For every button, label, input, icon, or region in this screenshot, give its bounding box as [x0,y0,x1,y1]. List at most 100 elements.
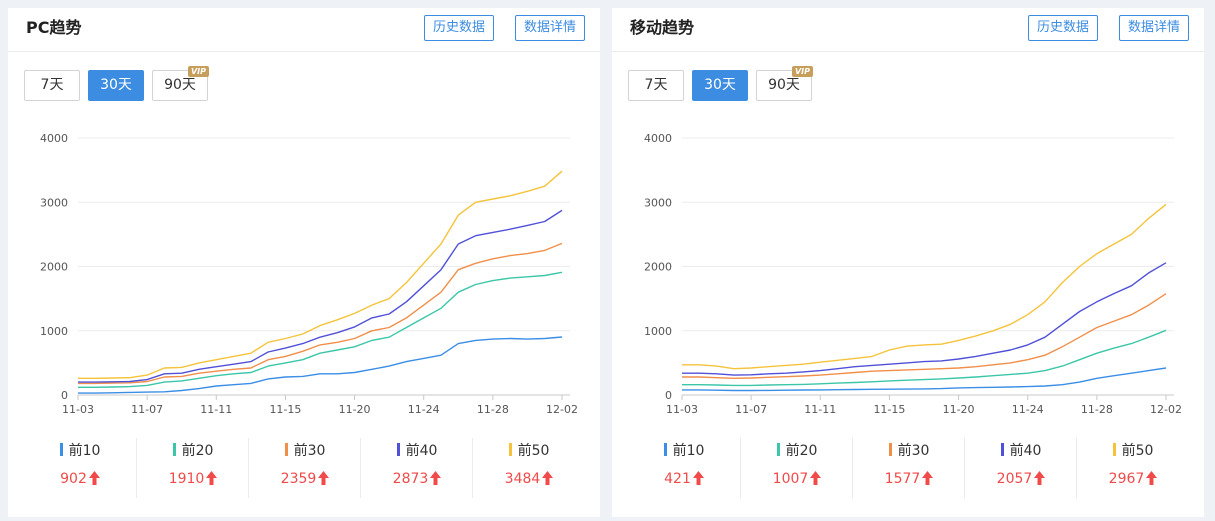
series-line-4 [78,209,563,383]
pc-trend-panel: PC趋势 历史数据 数据详情 7天 30天 90天 VIP 0 1000 2000 3… [8,8,600,517]
legend-label: 前20 [181,443,214,459]
legend-item-top40[interactable]: 前40 2057 [964,438,1077,498]
y-tick-label: 3000 [644,196,672,209]
legend-value: 1577 [884,471,921,487]
legend-value: 421 [664,471,691,487]
x-tick-label: 11-24 [1012,403,1044,416]
up-arrow-icon [922,471,934,485]
legend-item-top20[interactable]: 前20 1910 [136,438,249,498]
y-tick-label: 1000 [644,325,672,338]
legend-value: 902 [60,471,87,487]
y-tick-label: 2000 [644,261,672,274]
legend: 前10 421 前20 1007 前30 1577 前40 2057 前50 2… [628,438,1190,498]
range-90-days-button[interactable]: 90天 VIP [756,66,813,101]
data-detail-button[interactable]: 数据详情 [514,15,585,41]
y-tick-label: 0 [61,389,68,402]
panel-header: 移动趋势 历史数据 数据详情 [612,8,1204,52]
history-data-button[interactable]: 历史数据 [1027,15,1098,41]
up-arrow-icon [1034,471,1046,485]
x-tick-label: 12-02 [1150,403,1182,416]
legend-value: 2967 [1108,471,1145,487]
series-color-marker [59,443,63,456]
legend-label: 前40 [1009,443,1042,459]
up-arrow-icon [88,471,100,485]
legend-value: 1910 [168,471,205,487]
legend-label: 前30 [293,443,326,459]
legend-value: 1007 [772,471,809,487]
series-line-5 [78,170,563,379]
legend-value: 2057 [996,471,1033,487]
legend-item-top40[interactable]: 前40 2873 [360,438,473,498]
range-7-days-button[interactable]: 7天 [628,70,684,101]
legend-label: 前10 [672,443,705,459]
series-line-1 [682,367,1167,392]
series-color-marker [508,443,512,456]
legend-item-top50[interactable]: 前50 3484 [472,438,585,498]
series-color-marker [663,443,667,456]
series-line-1 [78,336,563,394]
legend-label: 前10 [68,443,101,459]
legend-item-top50[interactable]: 前50 2967 [1076,438,1189,498]
up-arrow-icon [692,471,704,485]
legend-item-top10[interactable]: 前10 421 [628,438,740,498]
up-arrow-icon [206,471,218,485]
legend-value: 3484 [504,471,541,487]
series-color-marker [776,443,780,456]
mobile-trend-panel: 移动趋势 历史数据 数据详情 7天 30天 90天 VIP 0 1000 2000 3… [612,8,1204,517]
series-color-marker [1000,443,1004,456]
series-color-marker [396,443,400,456]
legend-label: 前50 [517,443,550,459]
range-90-days-button[interactable]: 90天 VIP [152,66,209,101]
legend-label: 前20 [785,443,818,459]
x-tick-label: 11-03 [62,403,94,416]
legend-label: 前40 [405,443,438,459]
mobile-trend-chart: 0 1000 2000 3000 4000 11-03 11-07 11-11 11-15 11-… [644,132,1182,416]
panel-header: PC趋势 历史数据 数据详情 [8,8,600,52]
up-arrow-icon [1146,471,1158,485]
legend-item-top10[interactable]: 前10 902 [24,438,136,498]
legend-item-top20[interactable]: 前20 1007 [740,438,853,498]
y-tick-label: 2000 [40,261,68,274]
up-arrow-icon [542,471,554,485]
series-line-2 [682,329,1167,387]
y-tick-label: 4000 [644,132,672,145]
legend: 前10 902 前20 1910 前30 2359 前40 2873 前50 3… [24,438,586,498]
series-color-marker [1112,443,1116,456]
range-30-days-button[interactable]: 30天 [88,70,144,101]
range-7-days-button[interactable]: 7天 [24,70,80,101]
legend-value: 2359 [280,471,317,487]
series-line-2 [78,271,563,388]
series-line-3 [78,242,563,385]
series-color-marker [888,443,892,456]
series-line-5 [682,203,1167,370]
x-tick-label: 11-28 [1081,403,1113,416]
x-tick-label: 11-11 [804,403,836,416]
x-tick-label: 11-03 [666,403,698,416]
legend-value: 2873 [392,471,429,487]
x-tick-label: 11-24 [408,403,440,416]
up-arrow-icon [430,471,442,485]
y-tick-label: 1000 [40,325,68,338]
x-tick-label: 11-11 [200,403,232,416]
x-tick-label: 11-07 [735,403,767,416]
x-tick-label: 11-07 [131,403,163,416]
panel-title: 移动趋势 [630,18,695,37]
legend-label: 前30 [897,443,930,459]
x-tick-label: 12-02 [546,403,578,416]
x-tick-label: 11-20 [339,403,371,416]
range-90-days-label: 90天 [164,77,196,93]
up-arrow-icon [810,471,822,485]
vip-badge: VIP [187,66,209,77]
data-detail-button[interactable]: 数据详情 [1118,15,1189,41]
x-tick-label: 11-15 [269,403,301,416]
x-tick-label: 11-20 [943,403,975,416]
history-data-button[interactable]: 历史数据 [423,15,494,41]
vip-badge: VIP [791,66,813,77]
range-30-days-button[interactable]: 30天 [692,70,748,101]
legend-label: 前50 [1121,443,1154,459]
y-tick-label: 0 [665,389,672,402]
legend-item-top30[interactable]: 前30 2359 [248,438,361,498]
series-color-marker [172,443,176,456]
legend-item-top30[interactable]: 前30 1577 [852,438,965,498]
y-tick-label: 4000 [40,132,68,145]
